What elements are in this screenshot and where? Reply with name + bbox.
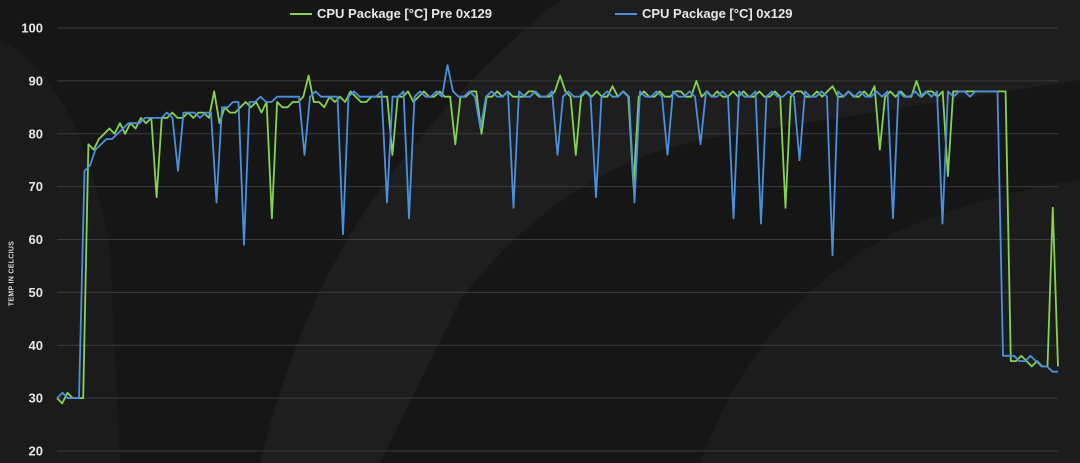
gridlines xyxy=(57,27,1058,452)
y-tick-label-20: 20 xyxy=(29,444,43,459)
legend-label-pre: CPU Package [°C] Pre 0x129 xyxy=(317,6,493,21)
y-tick-label-50: 50 xyxy=(29,285,43,300)
y-tick-label-40: 40 xyxy=(29,338,43,353)
y-tick-label-70: 70 xyxy=(29,179,43,194)
legend-item-post: CPU Package [°C] 0x129 xyxy=(615,6,792,21)
legend-swatch-post xyxy=(615,12,637,15)
y-tick-label-80: 80 xyxy=(29,126,43,141)
y-tick-label-60: 60 xyxy=(29,232,43,247)
y-tick-label-30: 30 xyxy=(29,391,43,406)
series-lines xyxy=(56,64,1059,405)
legend-item-pre: CPU Package [°C] Pre 0x129 xyxy=(290,6,492,21)
y-tick-label-100: 100 xyxy=(21,21,43,36)
y-axis-tick-labels: 100 90 80 70 60 50 40 30 20 xyxy=(21,21,43,459)
y-axis-title: TEMP IN CELCIUS xyxy=(8,240,16,307)
legend-label-post: CPU Package [°C] 0x129 xyxy=(642,6,793,21)
legend-swatch-pre xyxy=(290,12,312,15)
y-tick-label-90: 90 xyxy=(29,73,43,88)
series-line-pre-0x129 xyxy=(56,74,1059,405)
series-line-0x129 xyxy=(56,64,1058,400)
legend: CPU Package [°C] Pre 0x129 CPU Package [… xyxy=(0,6,1080,26)
